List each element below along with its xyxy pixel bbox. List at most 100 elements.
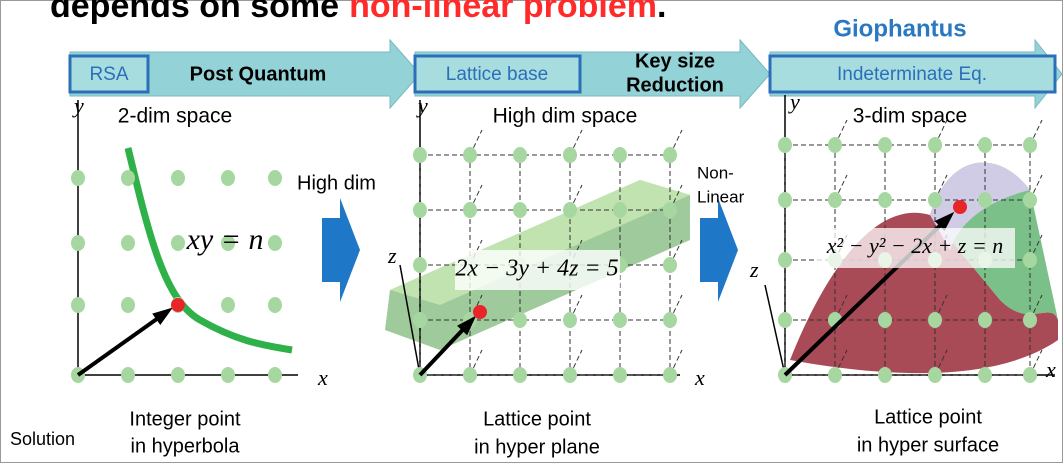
y-label: y: [72, 93, 84, 118]
lattice-dot: [171, 367, 185, 383]
equation: xy = n: [186, 223, 264, 256]
lattice-dot: [513, 147, 527, 163]
title: depends on some non-linear problem.: [50, 0, 666, 25]
lattice-dot: [1023, 137, 1037, 153]
lattice-dot: [71, 235, 85, 251]
title-red: non-linear problem: [349, 0, 657, 25]
lattice: Lattice base: [446, 64, 548, 85]
lattice-dot: [878, 367, 892, 383]
transition-label: High dim: [297, 172, 376, 194]
lattice-dot: [463, 147, 477, 163]
equation: x² − y² − 2x + z = n: [826, 233, 1003, 258]
lattice-dot: [413, 257, 427, 273]
lattice-dot: [121, 170, 135, 186]
lattice-dot: [978, 137, 992, 153]
lattice-dot: [563, 147, 577, 163]
lattice-dot: [928, 192, 942, 208]
solution-point: [171, 298, 185, 312]
lattice-dot: [268, 170, 282, 186]
lattice-dot: [1023, 367, 1037, 383]
lattice-dot: [513, 202, 527, 218]
lattice-dot: [1023, 312, 1037, 328]
lattice-dot: [778, 137, 792, 153]
lattice-dot: [978, 312, 992, 328]
lattice-dot: [828, 192, 842, 208]
lattice-dot: [928, 367, 942, 383]
transition-label: Non-: [697, 163, 734, 182]
caption: in hyper surface: [857, 434, 999, 456]
lattice-dot: [513, 312, 527, 328]
lattice-dot: [171, 170, 185, 186]
lattice-dot: [463, 367, 477, 383]
lattice-dot: [1023, 192, 1037, 208]
lattice-dot: [928, 312, 942, 328]
lattice-dot: [613, 202, 627, 218]
key-size: Reduction: [626, 74, 724, 96]
caption: in hyperbola: [131, 435, 241, 457]
lattice-dot: [663, 367, 677, 383]
lattice-dot: [828, 367, 842, 383]
lattice-dot: [778, 312, 792, 328]
lattice-dot: [563, 367, 577, 383]
lattice-dot: [613, 312, 627, 328]
lattice-dot: [413, 147, 427, 163]
lattice-dot: [663, 312, 677, 328]
title-end: .: [657, 0, 666, 25]
lattice-dot: [878, 312, 892, 328]
lattice-dot: [613, 367, 627, 383]
space-label: 2-dim space: [118, 105, 232, 128]
lattice-dot: [663, 257, 677, 273]
lattice-dot: [413, 312, 427, 328]
z-label: z: [387, 243, 397, 268]
lattice-dot: [1023, 252, 1037, 268]
x-label: x: [317, 365, 328, 390]
title-black: depends on some: [50, 0, 339, 25]
lattice-dot: [928, 137, 942, 153]
equation: 2x − 3y + 4z = 5: [455, 256, 618, 282]
post-quantum: Post Quantum: [190, 63, 327, 85]
lattice-dot: [563, 312, 577, 328]
lattice-dot: [171, 235, 185, 251]
lattice-dot: [828, 137, 842, 153]
lattice-dot: [613, 147, 627, 163]
solution-point: [473, 305, 487, 319]
caption: Integer point: [129, 408, 241, 430]
key-size: Key size: [635, 50, 715, 72]
y-label: y: [416, 93, 428, 118]
slide: depends on somenon-linear problem.Giopha…: [0, 0, 1064, 464]
lattice-dot: [463, 202, 477, 218]
x-label: x: [1045, 357, 1056, 382]
solution-label: Solution: [10, 429, 75, 449]
lattice-dot: [663, 202, 677, 218]
transition-label: Linear: [697, 187, 745, 206]
z-label: z: [749, 257, 759, 282]
caption: Lattice point: [483, 408, 591, 430]
y-label: y: [788, 89, 800, 114]
lattice-dot: [978, 367, 992, 383]
indeterminate: Indeterminate Eq.: [837, 64, 987, 85]
lattice-dot: [878, 192, 892, 208]
lattice-dot: [978, 192, 992, 208]
lattice-dot: [413, 202, 427, 218]
lattice-dot: [71, 297, 85, 313]
lattice-dot: [268, 235, 282, 251]
lattice-dot: [121, 235, 135, 251]
x-label: x: [694, 365, 705, 390]
lattice-dot: [121, 367, 135, 383]
lattice-dot: [221, 297, 235, 313]
lattice-dot: [268, 297, 282, 313]
lattice-dot: [121, 297, 135, 313]
caption: in hyper plane: [474, 436, 600, 458]
lattice-dot: [221, 367, 235, 383]
lattice-dot: [878, 137, 892, 153]
rsa: RSA: [89, 64, 128, 85]
lattice-dot: [221, 170, 235, 186]
caption: Lattice point: [874, 406, 982, 428]
lattice-dot: [268, 367, 282, 383]
lattice-dot: [513, 367, 527, 383]
space-label: 3-dim space: [853, 105, 967, 128]
lattice-dot: [778, 192, 792, 208]
space-label: High dim space: [493, 105, 638, 128]
lattice-dot: [563, 202, 577, 218]
lattice-dot: [663, 147, 677, 163]
